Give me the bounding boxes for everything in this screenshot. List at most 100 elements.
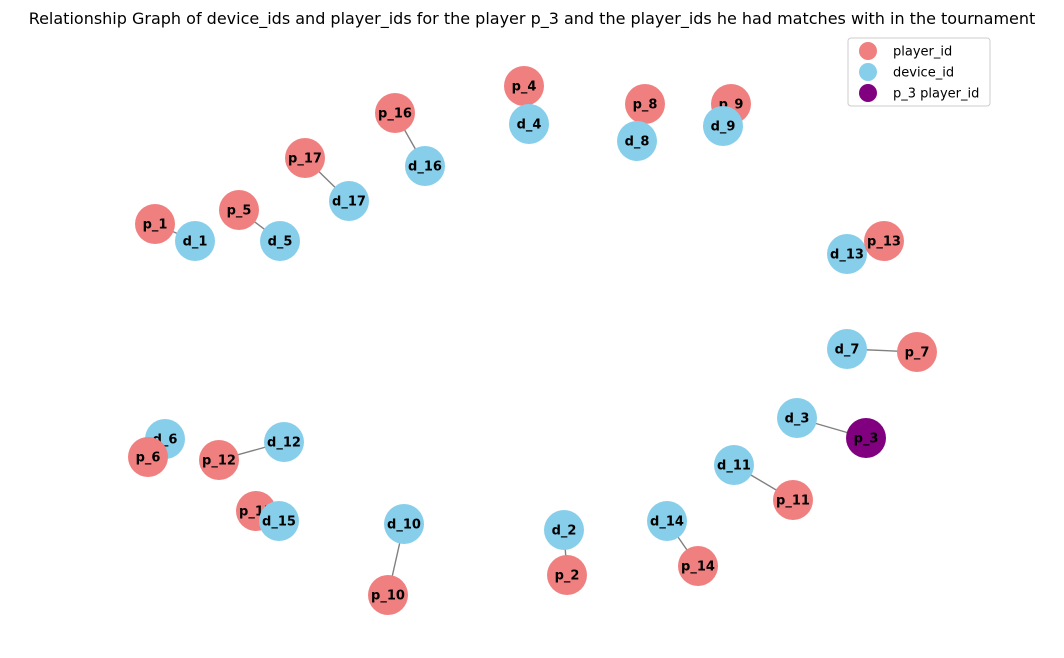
node-p_14: p_14: [678, 546, 718, 586]
node-p_3: p_3: [846, 418, 886, 458]
node-label-d_9: d_9: [711, 120, 736, 135]
node-d_8: d_8: [617, 121, 657, 161]
node-circle-p_7: [897, 332, 937, 372]
node-label-p_1: p_1: [143, 218, 168, 233]
node-p_8: p_8: [625, 84, 665, 124]
node-label-p_3: p_3: [854, 432, 879, 447]
node-label-p_14: p_14: [681, 560, 715, 575]
node-circle-p_12: [199, 440, 239, 480]
node-d_10: d_10: [384, 504, 424, 544]
node-d_9: d_9: [703, 106, 743, 146]
node-d_17: d_17: [329, 181, 369, 221]
node-p_17: p_17: [285, 138, 325, 178]
node-label-d_4: d_4: [517, 118, 542, 133]
graph-title: Relationship Graph of device_ids and pla…: [29, 9, 1036, 29]
node-circle-d_14: [647, 501, 687, 541]
node-circle-p_4: [504, 66, 544, 106]
node-d_5: d_5: [260, 221, 300, 261]
node-circle-p_2: [547, 555, 587, 595]
node-label-d_7: d_7: [835, 343, 860, 358]
node-d_3: d_3: [777, 398, 817, 438]
node-circle-p_16: [375, 93, 415, 133]
node-label-p_10: p_10: [371, 589, 405, 604]
node-p_1: p_1: [135, 204, 175, 244]
node-label-p_6: p_6: [136, 451, 161, 466]
node-label-d_5: d_5: [268, 235, 293, 250]
node-circle-p_10: [368, 575, 408, 615]
node-circle-d_9: [703, 106, 743, 146]
node-d_7: d_7: [827, 329, 867, 369]
node-circle-p_11: [773, 480, 813, 520]
node-d_14: d_14: [647, 501, 687, 541]
node-label-d_8: d_8: [625, 135, 650, 150]
node-label-d_1: d_1: [183, 235, 208, 250]
node-d_2: d_2: [544, 510, 584, 550]
node-d_12: d_12: [264, 422, 304, 462]
node-p_7: p_7: [897, 332, 937, 372]
node-label-d_13: d_13: [830, 248, 864, 263]
node-circle-p_13: [864, 221, 904, 261]
node-p_12: p_12: [199, 440, 239, 480]
node-circle-d_2: [544, 510, 584, 550]
node-label-p_12: p_12: [202, 454, 236, 469]
node-label-p_2: p_2: [555, 569, 580, 584]
node-label-d_17: d_17: [332, 195, 366, 210]
node-d_16: d_16: [405, 146, 445, 186]
node-p_6: p_6: [128, 437, 168, 477]
node-circle-d_1: [175, 221, 215, 261]
node-p_5: p_5: [219, 190, 259, 230]
node-d_1: d_1: [175, 221, 215, 261]
node-label-p_4: p_4: [512, 80, 537, 95]
node-circle-d_15: [259, 501, 299, 541]
legend-label-focus: p_3 player_id: [893, 87, 979, 102]
node-circle-d_3: [777, 398, 817, 438]
node-d_13: d_13: [827, 234, 867, 274]
node-label-d_16: d_16: [408, 160, 442, 175]
node-circle-p_3: [846, 418, 886, 458]
node-label-d_15: d_15: [262, 515, 296, 530]
legend-marker-player: [859, 42, 877, 60]
node-label-d_14: d_14: [650, 515, 684, 530]
node-circle-d_5: [260, 221, 300, 261]
legend-marker-device: [859, 63, 877, 81]
legend-label-device: device_id: [893, 66, 954, 81]
node-label-d_12: d_12: [267, 436, 301, 451]
node-p_4: p_4: [504, 66, 544, 106]
legend-label-player: player_id: [893, 45, 952, 60]
legend-marker-focus: [859, 84, 877, 102]
node-p_2: p_2: [547, 555, 587, 595]
node-circle-d_13: [827, 234, 867, 274]
node-d_11: d_11: [714, 445, 754, 485]
node-circle-p_8: [625, 84, 665, 124]
node-circle-p_17: [285, 138, 325, 178]
node-p_13: p_13: [864, 221, 904, 261]
node-circle-p_1: [135, 204, 175, 244]
node-label-d_11: d_11: [717, 459, 751, 474]
node-circle-d_7: [827, 329, 867, 369]
node-circle-d_8: [617, 121, 657, 161]
node-label-d_10: d_10: [387, 518, 421, 533]
node-circle-d_17: [329, 181, 369, 221]
node-circle-p_6: [128, 437, 168, 477]
legend: player_id device_id p_3 player_id: [847, 37, 991, 107]
nodes-layer: p_4d_4p_8d_8p_9d_9p_16d_16p_17d_17p_5d_5…: [128, 66, 937, 615]
node-label-d_3: d_3: [785, 412, 810, 427]
node-label-p_16: p_16: [378, 107, 412, 122]
node-label-p_5: p_5: [227, 204, 252, 219]
node-p_10: p_10: [368, 575, 408, 615]
node-label-d_2: d_2: [552, 524, 577, 539]
node-circle-d_4: [509, 104, 549, 144]
node-circle-d_11: [714, 445, 754, 485]
node-label-p_17: p_17: [288, 152, 322, 167]
node-circle-d_12: [264, 422, 304, 462]
node-label-p_7: p_7: [905, 346, 930, 361]
node-label-p_11: p_11: [776, 494, 810, 509]
node-p_16: p_16: [375, 93, 415, 133]
node-circle-p_5: [219, 190, 259, 230]
node-circle-d_10: [384, 504, 424, 544]
node-d_4: d_4: [509, 104, 549, 144]
node-circle-d_16: [405, 146, 445, 186]
node-circle-p_14: [678, 546, 718, 586]
node-d_15: d_15: [259, 501, 299, 541]
